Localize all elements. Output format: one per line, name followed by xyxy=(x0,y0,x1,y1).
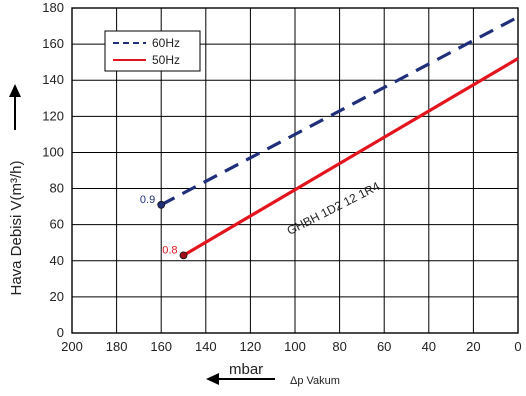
y-axis-label: Hava Debisi V(m³/h) xyxy=(8,160,25,295)
legend-box xyxy=(104,30,201,72)
x-tick-label: 0 xyxy=(514,339,521,354)
series-line-60hz xyxy=(160,15,519,207)
y-tick-label: 60 xyxy=(50,217,64,232)
x-tick-label: 20 xyxy=(466,339,480,354)
y-axis-ticks: 0 20 40 60 80 100 120 140 160 180 xyxy=(42,0,64,340)
legend-label-60hz: 60Hz xyxy=(152,36,180,50)
y-axis-arrow-icon xyxy=(9,84,21,97)
series-layer: 0.9 0.8 xyxy=(140,15,519,260)
y-tick-label: 80 xyxy=(50,181,64,196)
x-tick-label: 80 xyxy=(332,339,346,354)
plot-frame xyxy=(71,7,519,334)
y-tick-label: 180 xyxy=(42,0,64,15)
x-tick-label: 60 xyxy=(377,339,391,354)
x-axis-label-group: mbar Δp Vakum xyxy=(206,361,340,387)
series-line-50hz xyxy=(182,57,519,257)
series-start-label-60hz: 0.9 xyxy=(140,194,155,206)
y-tick-label: 0 xyxy=(57,325,64,340)
series-start-point-50hz xyxy=(179,251,188,260)
y-tick-label: 160 xyxy=(42,36,64,51)
x-tick-label: 140 xyxy=(195,339,217,354)
y-tick-label: 40 xyxy=(50,253,64,268)
x-axis-sublabel: Δp Vakum xyxy=(290,375,340,387)
y-tick-label: 20 xyxy=(50,289,64,304)
x-tick-label: 160 xyxy=(150,339,172,354)
x-axis-ticks: 200 180 160 140 120 100 80 60 40 20 0 xyxy=(61,339,521,354)
legend-label-50hz: 50Hz xyxy=(152,53,180,67)
x-tick-label: 120 xyxy=(240,339,262,354)
x-tick-label: 180 xyxy=(106,339,128,354)
x-axis-label: mbar xyxy=(229,361,263,378)
y-tick-label: 140 xyxy=(42,72,64,87)
x-tick-label: 200 xyxy=(61,339,83,354)
y-axis-label-group: Hava Debisi V(m³/h) xyxy=(8,84,25,296)
series-start-point-60hz xyxy=(157,200,166,209)
y-tick-label: 100 xyxy=(42,144,64,159)
x-tick-label: 100 xyxy=(284,339,306,354)
legend: 60Hz 50Hz xyxy=(104,30,201,72)
y-tick-label: 120 xyxy=(42,108,64,123)
x-tick-label: 40 xyxy=(422,339,436,354)
series-start-label-50hz: 0.8 xyxy=(162,244,177,256)
x-axis-arrow-icon xyxy=(206,373,219,385)
